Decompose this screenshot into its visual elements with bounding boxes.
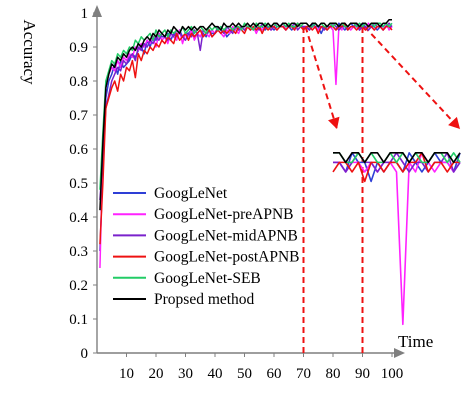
x-tick-label: 80 — [326, 366, 341, 382]
zoom-arrowhead-left — [328, 116, 340, 130]
legend-label: GoogLeNet — [154, 185, 228, 202]
y-tick-label: 0.9 — [69, 40, 88, 56]
zoom-arrow-right — [363, 25, 461, 130]
x-axis-title: Time — [398, 332, 433, 351]
y-axis-arrowhead — [92, 5, 102, 17]
x-tick-label: 20 — [149, 366, 164, 382]
y-tick-label: 0.5 — [69, 176, 88, 192]
y-tick-label: 0.3 — [69, 244, 88, 260]
y-tick-label: 0.8 — [69, 74, 88, 90]
series-line-5 — [99, 19, 392, 211]
inset-series-line-5 — [333, 152, 461, 164]
x-tick-label: 30 — [178, 366, 193, 382]
y-tick-label: 0.4 — [69, 210, 88, 226]
axes — [92, 5, 405, 358]
y-tick-label: 0.2 — [69, 278, 88, 294]
y-tick-label: 0 — [81, 346, 89, 362]
zoom-arrowhead-right — [448, 116, 460, 130]
inset-series-line-1 — [333, 152, 461, 326]
zoom-arrow-left — [304, 26, 338, 130]
legend-label: GoogLeNet-midAPNB — [154, 227, 298, 244]
legend-label: GoogLeNet-postAPNB — [154, 249, 300, 266]
legend-label: Propsed method — [154, 291, 255, 308]
x-tick-label: 40 — [208, 366, 223, 382]
zoom-inset — [332, 152, 461, 326]
x-tick-label: 50 — [237, 366, 252, 382]
legend-label: GoogLeNet-SEB — [154, 270, 261, 287]
series-layer — [99, 19, 393, 269]
y-tick-label: 0.6 — [69, 142, 88, 158]
legend: GoogLeNet GoogLeNet-preAPNB GoogLeNet-midA… — [113, 185, 300, 308]
zoom-guides — [302, 23, 461, 353]
x-tick-label: 100 — [381, 366, 404, 382]
x-tick-label: 70 — [296, 366, 311, 382]
y-tick-label: 1 — [81, 6, 89, 22]
y-tick-label: 0.1 — [69, 312, 88, 328]
legend-label: GoogLeNet-preAPNB — [154, 206, 293, 223]
y-axis-title: Accuracy — [20, 19, 39, 85]
y-tick-label: 0.7 — [69, 108, 88, 124]
ticks: 0 0.1 0.2 0.3 0.4 0.5 0.6 0.7 0.8 0.9 1 10 20 30 40 50 6… — [69, 6, 403, 382]
x-tick-label: 60 — [267, 366, 282, 382]
x-tick-label: 90 — [355, 366, 370, 382]
x-axis-arrowhead — [394, 348, 405, 358]
x-tick-label: 10 — [119, 366, 134, 382]
